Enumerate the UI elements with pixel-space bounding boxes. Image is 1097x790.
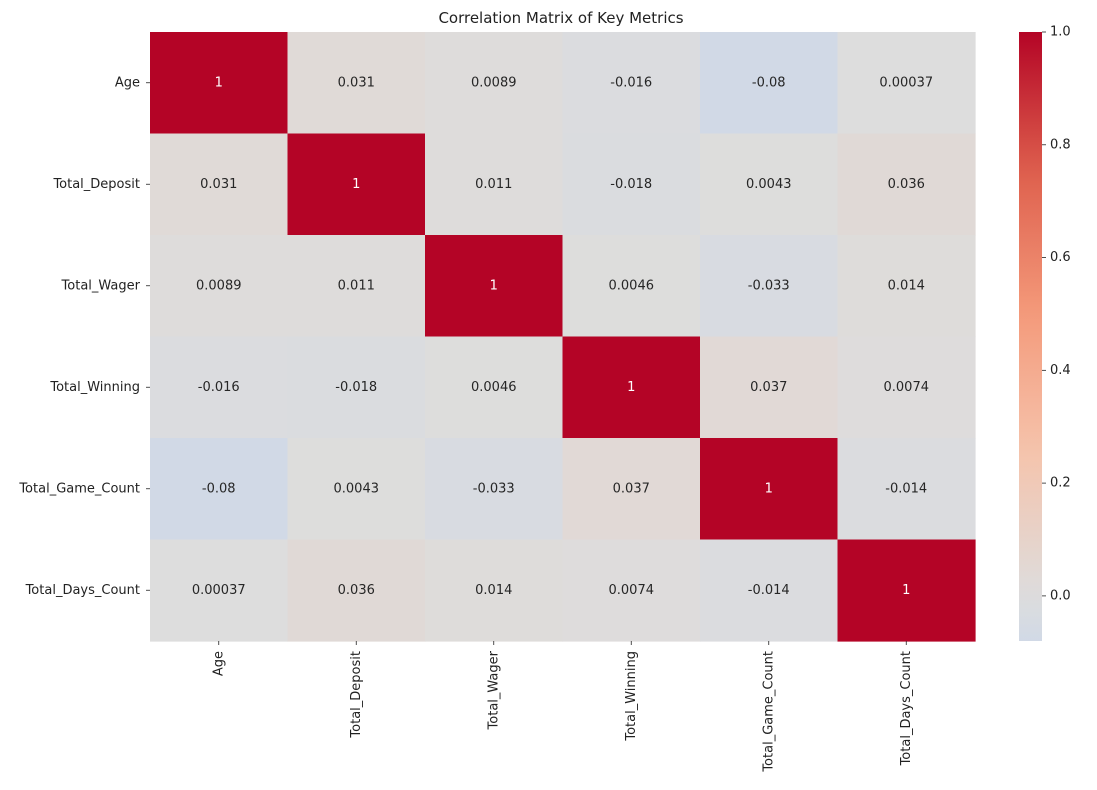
colorbar-tick-label: 0.6 — [1050, 250, 1071, 265]
heatmap-cell-total-winning-age — [150, 336, 289, 439]
cell-value-label: 0.037 — [750, 380, 787, 395]
cell-value-label: 0.031 — [200, 177, 237, 192]
heatmap-cell-total-game-count-total-days-count — [837, 438, 976, 541]
cell-value-label: 0.036 — [338, 583, 375, 598]
cell-value-label: -0.016 — [198, 380, 240, 395]
heatmap-cell-total-wager-total-game-count — [700, 235, 839, 338]
y-tick-label-total-wager: Total_Wager — [61, 278, 141, 293]
heatmap-cell-total-days-count-total-winning — [562, 539, 701, 642]
x-tick-label-total-game-count: Total_Game_Count — [761, 651, 776, 773]
heatmap-cell-total-winning-total-days-count — [837, 336, 976, 439]
heatmap-cell-total-days-count-age — [150, 539, 289, 642]
cell-value-label: 0.0089 — [471, 75, 517, 90]
cell-value-label: -0.08 — [202, 481, 236, 496]
heatmap-cell-total-game-count-total-deposit — [287, 438, 426, 541]
heatmap-cell-total-days-count-total-days-count — [837, 539, 976, 642]
y-tick-label-total-days-count: Total_Days_Count — [25, 583, 140, 598]
heatmap-cell-total-game-count-age — [150, 438, 289, 541]
heatmap-cell-total-days-count-total-wager — [425, 539, 564, 642]
heatmap-cell-total-deposit-total-winning — [562, 133, 701, 236]
heatmap-cell-total-deposit-total-deposit — [287, 133, 426, 236]
cell-value-label: 1 — [902, 583, 910, 598]
colorbar-gradient — [1019, 32, 1042, 641]
cell-value-label: 1 — [627, 380, 635, 395]
x-tick-label-age: Age — [211, 651, 226, 676]
cell-value-label: 0.037 — [613, 481, 650, 496]
heatmap-cell-total-days-count-total-deposit — [287, 539, 426, 642]
y-axis-tick-labels: Age Total_Deposit Total_Wager Total_Winning… — [18, 75, 150, 598]
x-tick-label-total-days-count: Total_Days_Count — [899, 651, 914, 766]
heatmap-cell-age-total-deposit — [287, 32, 426, 135]
heatmap-cell-age-age — [150, 32, 289, 135]
cell-value-label: 1 — [352, 177, 360, 192]
cell-value-label: 0.0074 — [884, 380, 930, 395]
heatmap-cell-total-winning-total-game-count — [700, 336, 839, 439]
heatmap-cell-total-game-count-total-game-count — [700, 438, 839, 541]
cell-value-label: -0.016 — [610, 75, 652, 90]
heatmap-cell-total-deposit-total-wager — [425, 133, 564, 236]
colorbar-tick-label: 0.0 — [1050, 588, 1071, 603]
cell-value-label: -0.018 — [610, 177, 652, 192]
cell-value-label: 0.0046 — [471, 380, 517, 395]
x-tick-label-total-deposit: Total_Deposit — [349, 651, 364, 739]
heatmap-cell-total-winning-total-wager — [425, 336, 564, 439]
y-tick-label-total-winning: Total_Winning — [49, 380, 140, 395]
heatmap-cells — [150, 32, 976, 642]
heatmap-cell-total-days-count-total-game-count — [700, 539, 839, 642]
cell-value-label: 1 — [215, 75, 223, 90]
cell-value-label: -0.033 — [473, 481, 515, 496]
cell-value-label: -0.018 — [335, 380, 377, 395]
cell-value-label: 0.011 — [475, 177, 512, 192]
colorbar-tick-label: 0.8 — [1050, 137, 1071, 152]
colorbar-ticks: 0.0 0.2 0.4 0.6 0.8 1.0 — [1042, 25, 1071, 603]
cell-value-label: 0.00037 — [192, 583, 246, 598]
cell-value-label: 0.0074 — [609, 583, 655, 598]
heatmap-cell-age-total-days-count — [837, 32, 976, 135]
x-axis-tick-labels: Age Total_Deposit Total_Wager Total_Winning… — [211, 641, 914, 773]
heatmap-cell-total-wager-total-days-count — [837, 235, 976, 338]
cell-value-label: 0.0043 — [746, 177, 792, 192]
cell-value-label: 0.014 — [888, 278, 925, 293]
cell-value-label: -0.014 — [885, 481, 927, 496]
cell-value-label: 1 — [765, 481, 773, 496]
heatmap-cell-total-deposit-total-days-count — [837, 133, 976, 236]
y-tick-label-total-deposit: Total_Deposit — [52, 177, 140, 192]
heatmap-cell-age-total-wager — [425, 32, 564, 135]
x-tick-label-total-winning: Total_Winning — [624, 651, 639, 742]
y-tick-label-age: Age — [115, 75, 140, 90]
heatmap-cell-total-deposit-age — [150, 133, 289, 236]
cell-value-label: 0.014 — [475, 583, 512, 598]
cell-value-label: 0.031 — [338, 75, 375, 90]
x-tick-label-total-wager: Total_Wager — [486, 650, 501, 730]
heatmap-cell-total-wager-total-winning — [562, 235, 701, 338]
cell-value-label: 0.036 — [888, 177, 925, 192]
colorbar-tick-label: 0.2 — [1050, 476, 1071, 491]
cell-value-label: -0.033 — [748, 278, 790, 293]
heatmap-cell-total-game-count-total-wager — [425, 438, 564, 541]
heatmap-cell-total-deposit-total-game-count — [700, 133, 839, 236]
cell-value-label: 0.0046 — [609, 278, 655, 293]
chart-title: Correlation Matrix of Key Metrics — [438, 9, 683, 27]
colorbar-tick-label: 0.4 — [1050, 363, 1071, 378]
heatmap-cell-total-winning-total-winning — [562, 336, 701, 439]
heatmap-cell-total-wager-total-wager — [425, 235, 564, 338]
heatmap-cell-age-total-winning — [562, 32, 701, 135]
heatmap-cell-total-game-count-total-winning — [562, 438, 701, 541]
cell-value-label: 0.00037 — [879, 75, 933, 90]
cell-value-label: 0.0089 — [196, 278, 242, 293]
heatmap-cell-labels: 1 0.031 0.0089 -0.016 -0.08 0.00037 0.031 1 0.01… — [192, 75, 933, 598]
colorbar-tick-label: 1.0 — [1050, 25, 1071, 40]
cell-value-label: 0.0043 — [334, 481, 380, 496]
y-tick-label-total-game-count: Total_Game_Count — [18, 481, 140, 496]
colorbar — [1019, 32, 1042, 641]
heatmap-cell-total-wager-total-deposit — [287, 235, 426, 338]
heatmap-cell-age-total-game-count — [700, 32, 839, 135]
cell-value-label: 1 — [490, 278, 498, 293]
cell-value-label: 0.011 — [338, 278, 375, 293]
cell-value-label: -0.014 — [748, 583, 790, 598]
heatmap-cell-total-winning-total-deposit — [287, 336, 426, 439]
heatmap-cell-total-wager-age — [150, 235, 289, 338]
cell-value-label: -0.08 — [752, 75, 786, 90]
